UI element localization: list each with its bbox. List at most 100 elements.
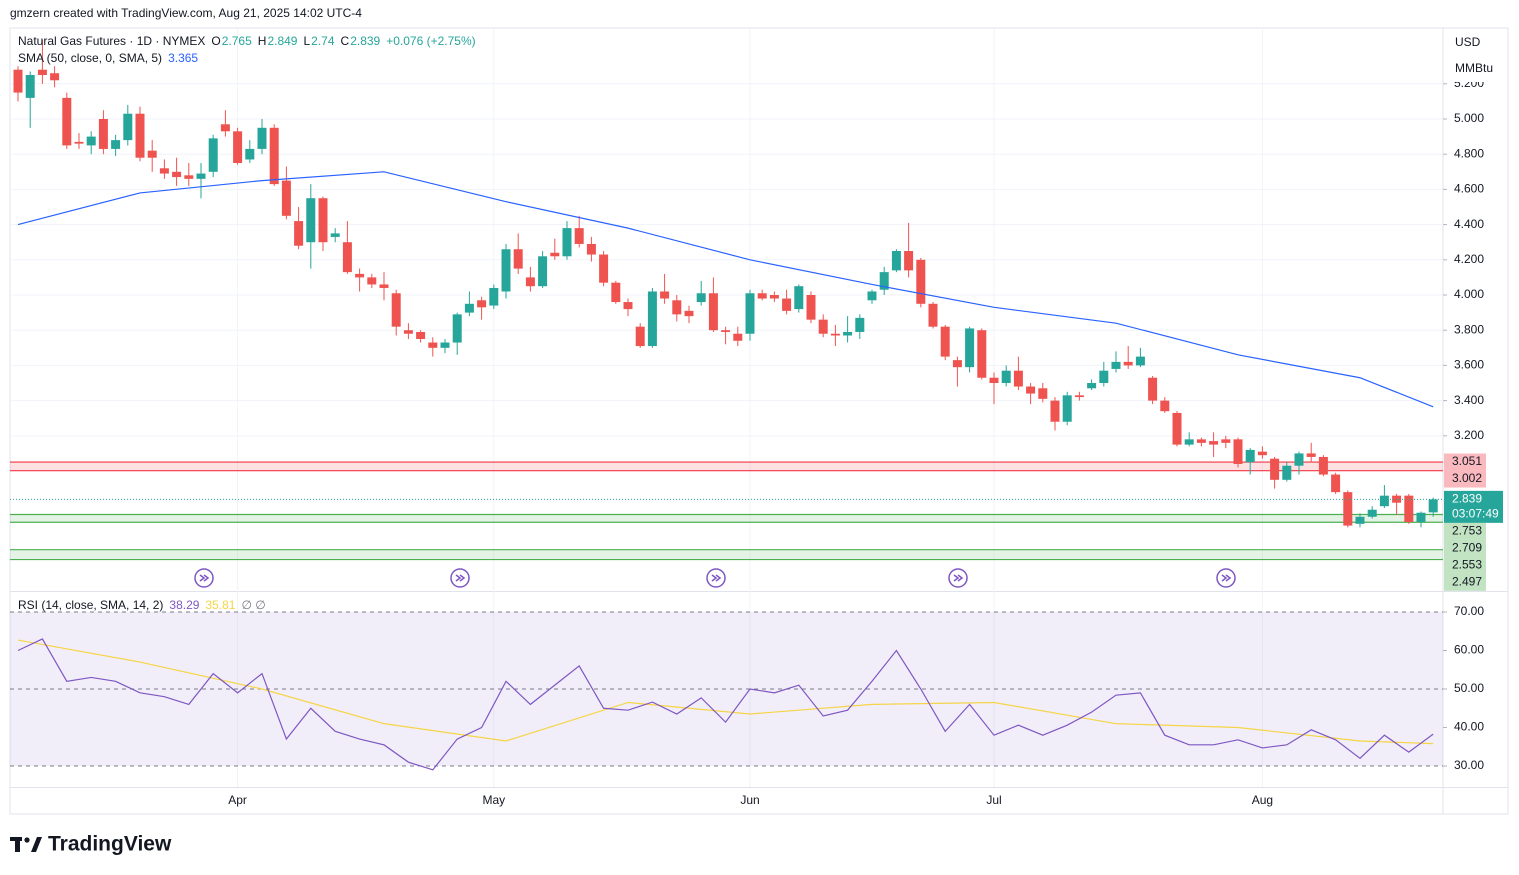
candle-body xyxy=(708,293,718,331)
price-label: 3.002 xyxy=(1452,471,1482,485)
candle-body xyxy=(611,282,621,303)
candle-body xyxy=(733,333,743,341)
candle-body xyxy=(672,300,682,315)
candle-body xyxy=(843,331,853,336)
candle-body xyxy=(1013,370,1023,387)
countdown: 03:07:49 xyxy=(1452,507,1499,521)
candle-body xyxy=(1099,370,1109,384)
candle-body xyxy=(330,233,340,237)
candle-body xyxy=(501,249,511,292)
ohlc-value: 2.74 xyxy=(311,34,335,48)
candle-body xyxy=(25,74,35,98)
candle-body xyxy=(562,228,572,257)
candle-body xyxy=(989,377,999,384)
rsi-line xyxy=(17,638,1434,771)
candle-body xyxy=(1404,495,1414,523)
candle-body xyxy=(721,330,731,332)
candle-body xyxy=(269,127,279,185)
unit-box: USD MMBtu xyxy=(1446,30,1506,82)
candle-body xyxy=(928,303,938,327)
event-marker xyxy=(1216,568,1236,588)
price-label: 3.051 xyxy=(1452,454,1482,468)
y-tick-label: 3.400 xyxy=(1454,393,1484,407)
candle-body xyxy=(184,175,194,179)
candle-body xyxy=(1331,474,1341,493)
event-markers xyxy=(194,568,1236,588)
candle-body xyxy=(1367,509,1377,517)
candle-body xyxy=(1294,453,1304,466)
ohlc-key: O xyxy=(211,34,220,48)
candle-body xyxy=(306,198,316,243)
candle-body xyxy=(464,303,474,313)
candle-body xyxy=(1379,495,1389,507)
candle-body xyxy=(428,342,438,348)
event-marker xyxy=(706,568,726,588)
y-tick-label: 4.200 xyxy=(1454,252,1484,266)
candle-body xyxy=(745,293,755,334)
candle-body xyxy=(1001,370,1011,384)
candle-body xyxy=(635,326,645,347)
y-tick-label: 4.000 xyxy=(1454,287,1484,301)
frame xyxy=(9,27,1509,815)
candle-body xyxy=(1074,395,1084,398)
price-label-bg xyxy=(1444,573,1486,591)
unit-box-bg xyxy=(1446,30,1506,82)
ohlc-key: L xyxy=(303,34,310,48)
zone xyxy=(10,549,1443,560)
zone xyxy=(10,514,1443,523)
rsi-y-tick-label: 50.00 xyxy=(1454,681,1484,695)
candle-body xyxy=(1209,441,1219,445)
candle-body xyxy=(403,330,413,334)
price-label-bg xyxy=(1444,556,1486,574)
logo-icon xyxy=(10,837,42,852)
candle-body xyxy=(855,317,865,332)
legend: Natural Gas Futures · 1D · NYMEX O 2.765 H 2… xyxy=(18,34,476,612)
candle-body xyxy=(818,319,828,334)
candle-body xyxy=(62,97,72,146)
candle-body xyxy=(782,298,792,311)
candle-body xyxy=(37,69,47,75)
candle-body xyxy=(1416,512,1426,523)
candle-body xyxy=(50,73,60,81)
candle-body xyxy=(1172,412,1182,445)
candle-body xyxy=(965,328,975,368)
candle-body xyxy=(1233,439,1243,464)
candle-body xyxy=(684,310,694,317)
candle-body xyxy=(245,148,255,160)
candle-body xyxy=(342,242,352,273)
rsi-extra: ∅ ∅ xyxy=(241,598,265,612)
price-label: 2.709 xyxy=(1452,541,1482,555)
candle-body xyxy=(794,286,804,310)
candle-body xyxy=(647,291,657,347)
candle-body xyxy=(123,113,133,141)
candle-body xyxy=(147,150,157,158)
candle-body xyxy=(1050,400,1060,422)
candle-body xyxy=(220,124,230,132)
grid xyxy=(10,28,1443,787)
candle-body xyxy=(623,302,633,310)
candle-body xyxy=(355,273,365,278)
price-label-bg xyxy=(1444,490,1503,523)
ohlc-key: C xyxy=(341,34,350,48)
ohlc-value: 2.765 xyxy=(222,34,252,48)
candle-body xyxy=(830,333,840,336)
candle-body xyxy=(111,140,121,149)
candle-body xyxy=(977,330,987,378)
price-label: 2.497 xyxy=(1452,575,1482,589)
candle-body xyxy=(538,256,548,287)
candle-body xyxy=(1184,439,1194,445)
candle-body xyxy=(416,331,426,340)
candle-body xyxy=(867,291,877,301)
candle-body xyxy=(1148,377,1158,401)
rsi-value: 38.29 xyxy=(169,598,199,612)
candle-body xyxy=(440,342,450,348)
rsi-y-tick-label: 60.00 xyxy=(1454,643,1484,657)
candle-body xyxy=(318,198,328,243)
candle-body xyxy=(806,295,816,320)
x-tick-label: Aug xyxy=(1252,793,1273,807)
candle-body xyxy=(916,259,926,304)
sma-value: 3.365 xyxy=(168,51,198,65)
candle-body xyxy=(233,131,243,163)
